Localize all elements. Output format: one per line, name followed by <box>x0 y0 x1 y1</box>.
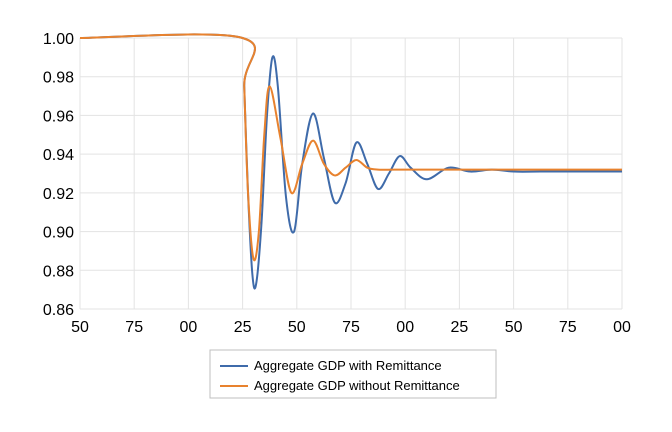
y-tick-label: 0.88 <box>43 263 74 280</box>
x-tick-label: 25 <box>234 319 252 336</box>
x-tick-label: 50 <box>288 319 306 336</box>
y-tick-label: 0.94 <box>43 147 74 164</box>
x-tick-label: 00 <box>613 319 631 336</box>
y-tick-label: 1.00 <box>43 31 74 48</box>
y-tick-label: 0.86 <box>43 302 74 319</box>
x-axis-ticks: 50 75 00 25 50 75 00 25 50 75 00 <box>71 319 631 336</box>
series-line-without-remittance <box>79 33 622 262</box>
x-tick-label: 50 <box>505 319 523 336</box>
x-tick-label: 00 <box>180 319 198 336</box>
x-tick-label: 25 <box>451 319 469 336</box>
y-tick-label: 0.98 <box>43 70 74 87</box>
y-tick-label: 0.96 <box>43 108 74 125</box>
x-tick-label: 75 <box>342 319 360 336</box>
y-axis-ticks: 0.86 0.88 0.90 0.92 0.94 0.96 0.98 1.00 <box>43 31 74 319</box>
y-tick-label: 0.92 <box>43 186 74 203</box>
x-tick-label: 50 <box>71 319 89 336</box>
legend-label-with-remittance: Aggregate GDP with Remittance <box>254 358 442 373</box>
x-tick-label: 75 <box>125 319 143 336</box>
legend: Aggregate GDP with Remittance Aggregate … <box>209 349 497 399</box>
gridlines <box>79 37 623 310</box>
y-tick-label: 0.90 <box>43 225 74 242</box>
legend-label-without-remittance: Aggregate GDP without Remittance <box>254 378 460 393</box>
series-lines <box>79 33 622 290</box>
x-tick-label: 00 <box>396 319 414 336</box>
x-tick-label: 75 <box>559 319 577 336</box>
